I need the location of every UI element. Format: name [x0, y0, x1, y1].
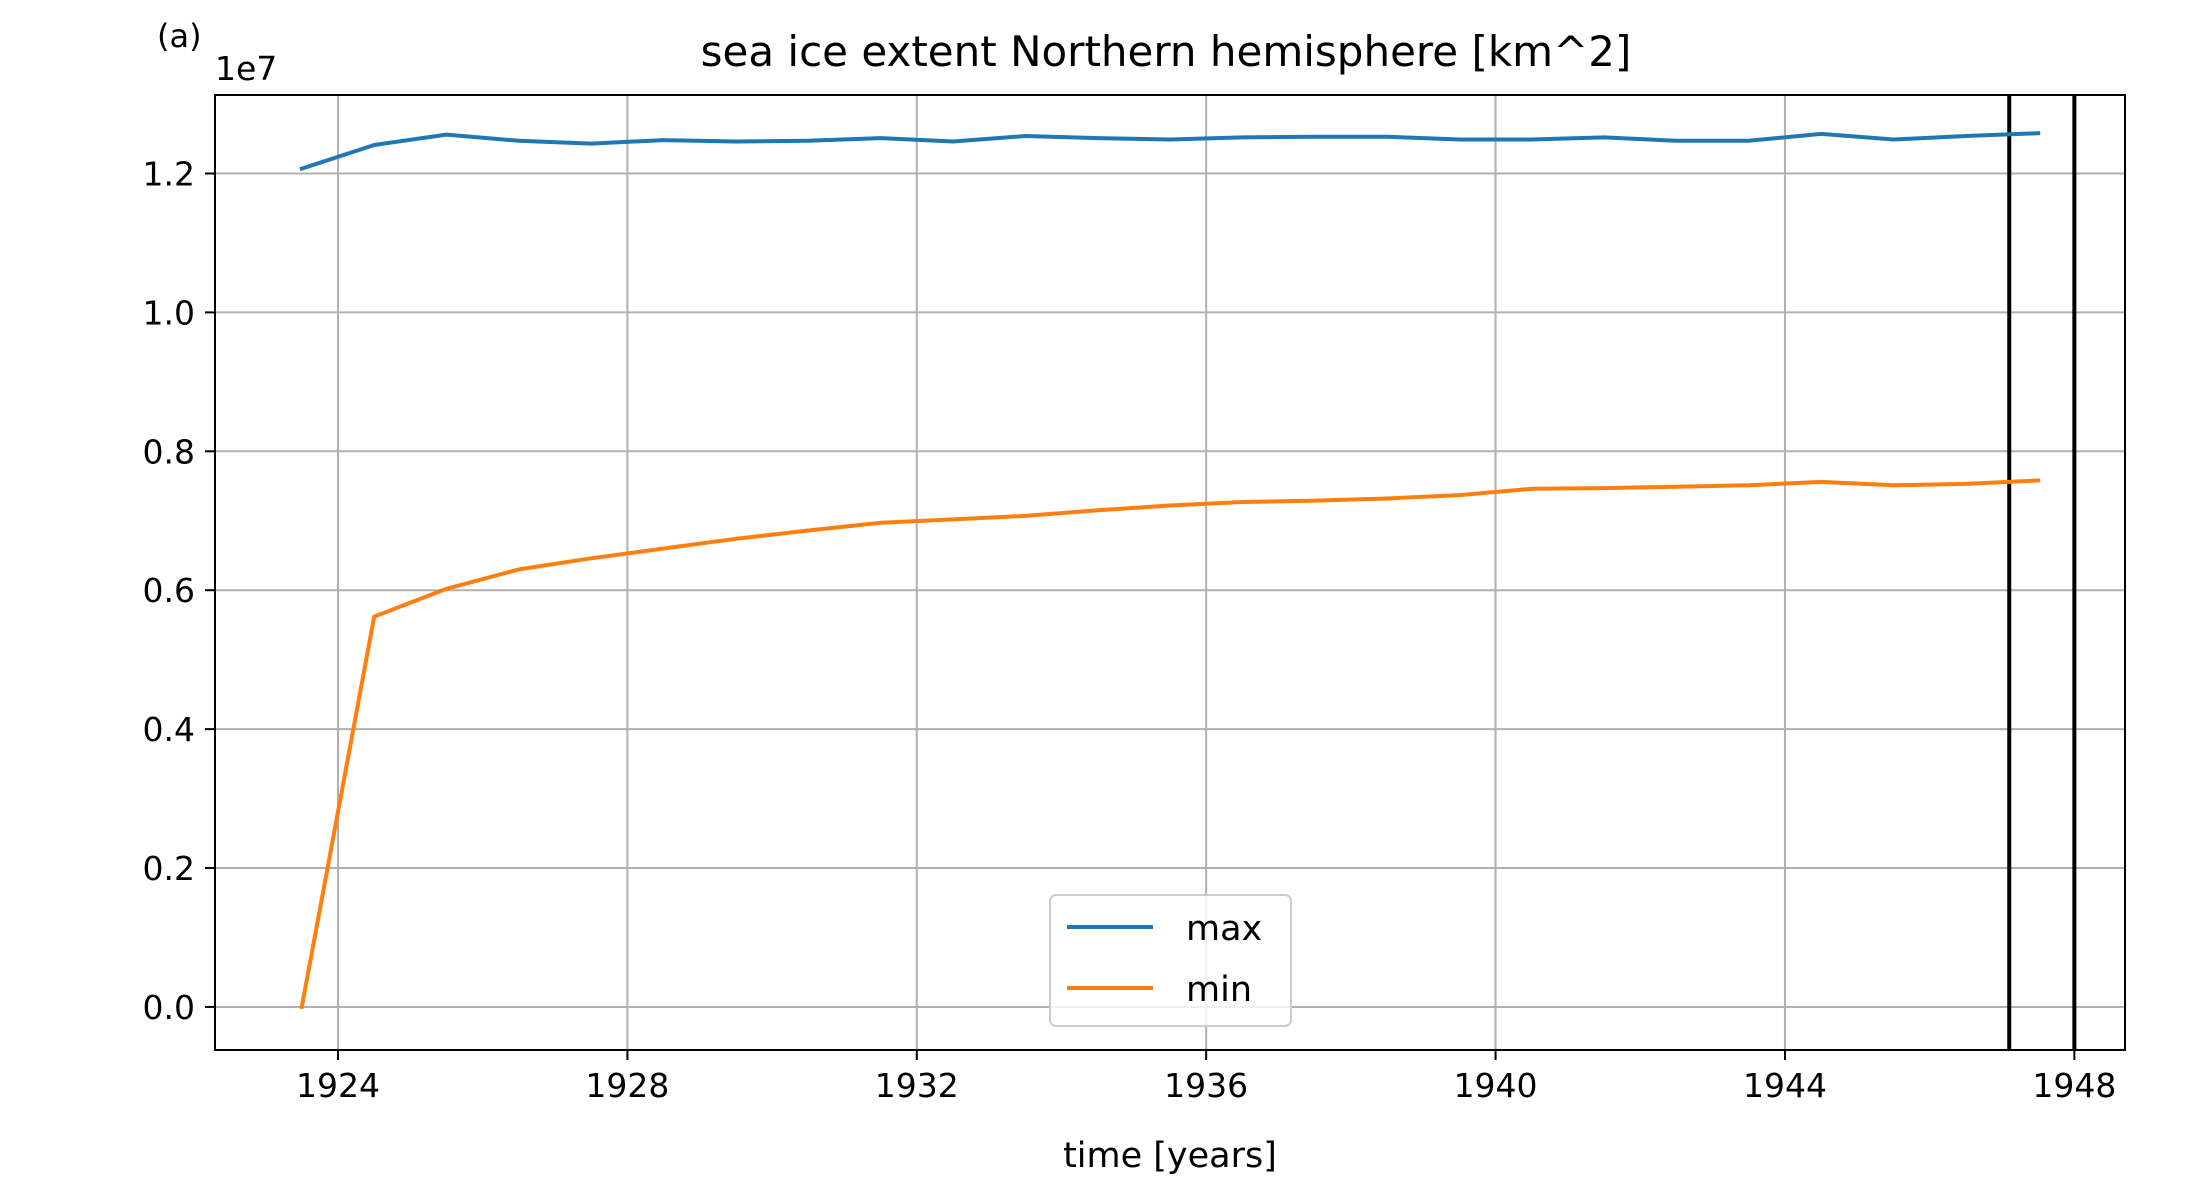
y-tick-label: 0.0 [143, 988, 195, 1027]
y-tick-label: 0.2 [143, 849, 195, 888]
x-tick-label: 1940 [1454, 1066, 1538, 1105]
x-tick-label: 1936 [1164, 1066, 1248, 1105]
vertical-markers [2007, 95, 2077, 1050]
y-tick-label: 1.2 [143, 154, 195, 193]
y-tick-label: 1.0 [143, 293, 195, 332]
x-tick-label: 1948 [2032, 1066, 2116, 1105]
x-tick-label: 1928 [585, 1066, 669, 1105]
x-tick-label: 1932 [875, 1066, 959, 1105]
series-line-min [299, 478, 2041, 1010]
x-tick-label: 1924 [296, 1066, 380, 1105]
legend-label-max: max [1186, 909, 1262, 949]
series-line-max [299, 131, 2041, 172]
y-tick-label: 0.8 [143, 432, 195, 471]
y-tick-label: 0.4 [143, 710, 195, 749]
y-tick-label: 0.6 [143, 571, 195, 610]
legend-label-min: min [1186, 970, 1252, 1010]
series-lines [299, 131, 2041, 1010]
x-axis-label: time [years] [1063, 1136, 1277, 1176]
chart-title: sea ice extent Northern hemisphere [km^2… [701, 27, 1632, 76]
y-axis-ticks: 0.0 0.2 0.4 0.6 0.8 1.0 1.2 [143, 154, 215, 1027]
y-offset-label: 1e7 [215, 49, 277, 88]
x-tick-label: 1944 [1743, 1066, 1827, 1105]
legend: max min [1049, 894, 1292, 1027]
grid [215, 95, 2125, 1050]
x-axis-ticks: 1924 1928 1932 1936 1940 1944 1948 [296, 1050, 2116, 1105]
plot-frame [214, 94, 2126, 1051]
panel-label: (a) [157, 17, 202, 55]
